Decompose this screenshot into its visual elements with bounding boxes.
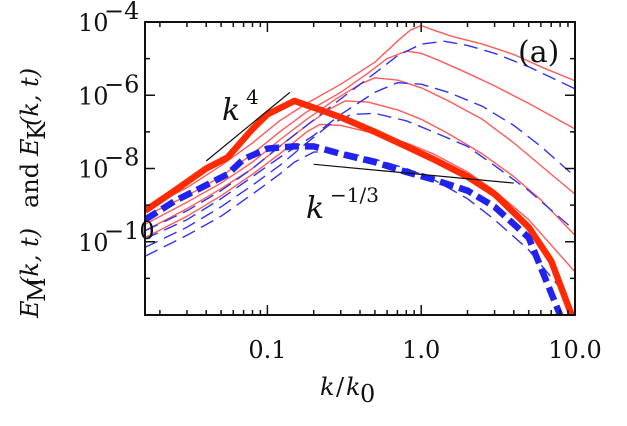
kmthird-annotation-base: k xyxy=(306,191,324,226)
x-tick-label: 1.0 xyxy=(402,336,440,364)
series-line-magnetic-thin-2 xyxy=(145,77,575,225)
y-axis-title: E M (k, t) and E K (k, t) xyxy=(16,68,51,319)
x-tick-label: 0.1 xyxy=(248,336,286,364)
kmthird-annotation-exponent: −1/3 xyxy=(330,183,379,207)
x-tick-label: 10.0 xyxy=(548,336,601,364)
y-tick-label-exponent: −6 xyxy=(104,70,139,98)
y-axis-sub-K: K xyxy=(23,121,51,140)
axis-ticks xyxy=(145,21,576,316)
y-axis-and: and xyxy=(16,163,44,208)
y-axis-E-magnetic: E xyxy=(16,300,44,319)
power-law-guides xyxy=(205,91,514,184)
series-line-magnetic-thick-9 xyxy=(145,97,575,315)
tick-labels: 0.1 1.0 10.010−410−610−810−10 xyxy=(78,0,602,364)
y-tick-label-base: 10 xyxy=(78,9,109,37)
guide-line-kmthird xyxy=(313,163,514,184)
x-axis-k: k xyxy=(320,373,335,401)
series-layer xyxy=(145,24,575,315)
guide-line-k4 xyxy=(205,91,291,162)
y-axis-args-magnetic: (k, t) xyxy=(16,228,44,286)
y-tick-label-base: 10 xyxy=(78,82,109,110)
series-line-kinetic-thick-10 xyxy=(145,143,564,315)
y-tick-label-base: 10 xyxy=(78,156,109,184)
x-axis-slash: / xyxy=(336,373,345,401)
series-line-kinetic-thin-6 xyxy=(145,82,575,240)
y-tick-label-exponent: −10 xyxy=(104,217,155,245)
y-tick-label-exponent: −8 xyxy=(104,144,139,172)
k4-annotation-base: k xyxy=(222,93,240,128)
series-line-kinetic-thin-8 xyxy=(145,150,569,298)
panel-label: (a) xyxy=(518,35,559,70)
series-line-kinetic-thin-5 xyxy=(145,40,575,232)
y-tick-label-exponent: −4 xyxy=(104,0,139,25)
y-axis-sub-M: M xyxy=(23,277,51,302)
x-axis-k0: k xyxy=(346,373,361,401)
series-line-magnetic-thin-0 xyxy=(145,24,575,210)
y-axis-E-kinetic: E xyxy=(16,138,44,157)
y-axis-args-kinetic: (k, t) xyxy=(16,68,44,126)
series-line-kinetic-thin-7 xyxy=(145,112,575,249)
y-tick-label-base: 10 xyxy=(78,229,109,257)
k4-annotation-exponent: 4 xyxy=(246,85,259,109)
x-axis-k0-subscript: 0 xyxy=(360,380,375,408)
series-line-magnetic-thin-3 xyxy=(145,100,575,236)
